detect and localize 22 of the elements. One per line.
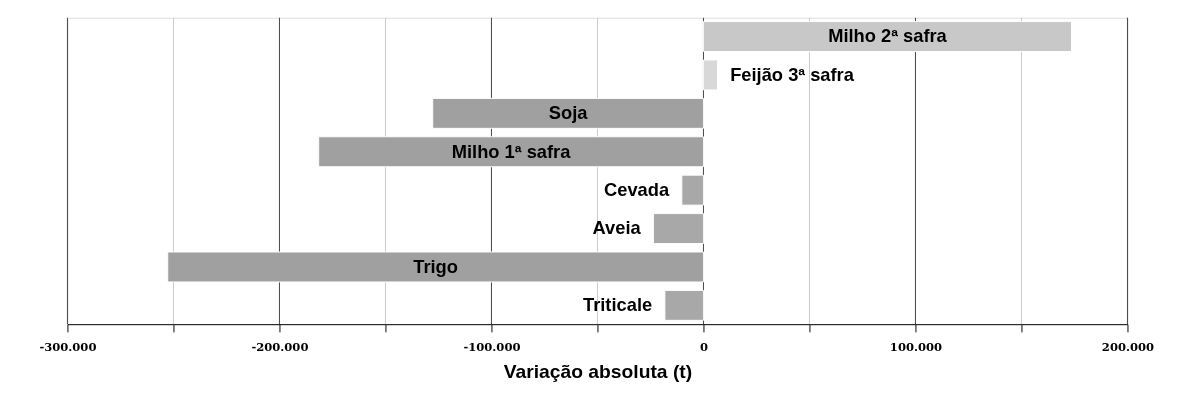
bar: [702, 59, 718, 91]
x-tick-label: 100.000: [889, 339, 943, 354]
bar: [681, 174, 704, 206]
y-tick-label: Milho 2ª safra: [828, 25, 948, 47]
x-tick-label: -100.000: [463, 339, 521, 354]
x-tick-label: -300.000: [39, 339, 97, 354]
y-tick-label: Cevada: [604, 178, 670, 200]
y-tick-label: Soja: [548, 102, 589, 124]
bar: [652, 213, 704, 245]
y-tick-label: Aveia: [592, 217, 642, 239]
y-tick-label: Triticale: [582, 294, 653, 316]
bar: [432, 97, 704, 129]
y-tick-label: Trigo: [413, 255, 458, 277]
bar: [167, 251, 704, 283]
x-tick-label: -200.000: [251, 339, 309, 354]
bar: [318, 136, 704, 168]
y-tick-label: Milho 1ª safra: [451, 140, 572, 162]
y-tick-label: Feijão 3ª safra: [730, 63, 855, 85]
bar: [664, 289, 704, 321]
x-tick-label: 200.000: [1101, 339, 1155, 354]
x-tick-label: 0: [699, 339, 708, 354]
x-axis-title: Variação absoluta (t): [503, 360, 693, 382]
